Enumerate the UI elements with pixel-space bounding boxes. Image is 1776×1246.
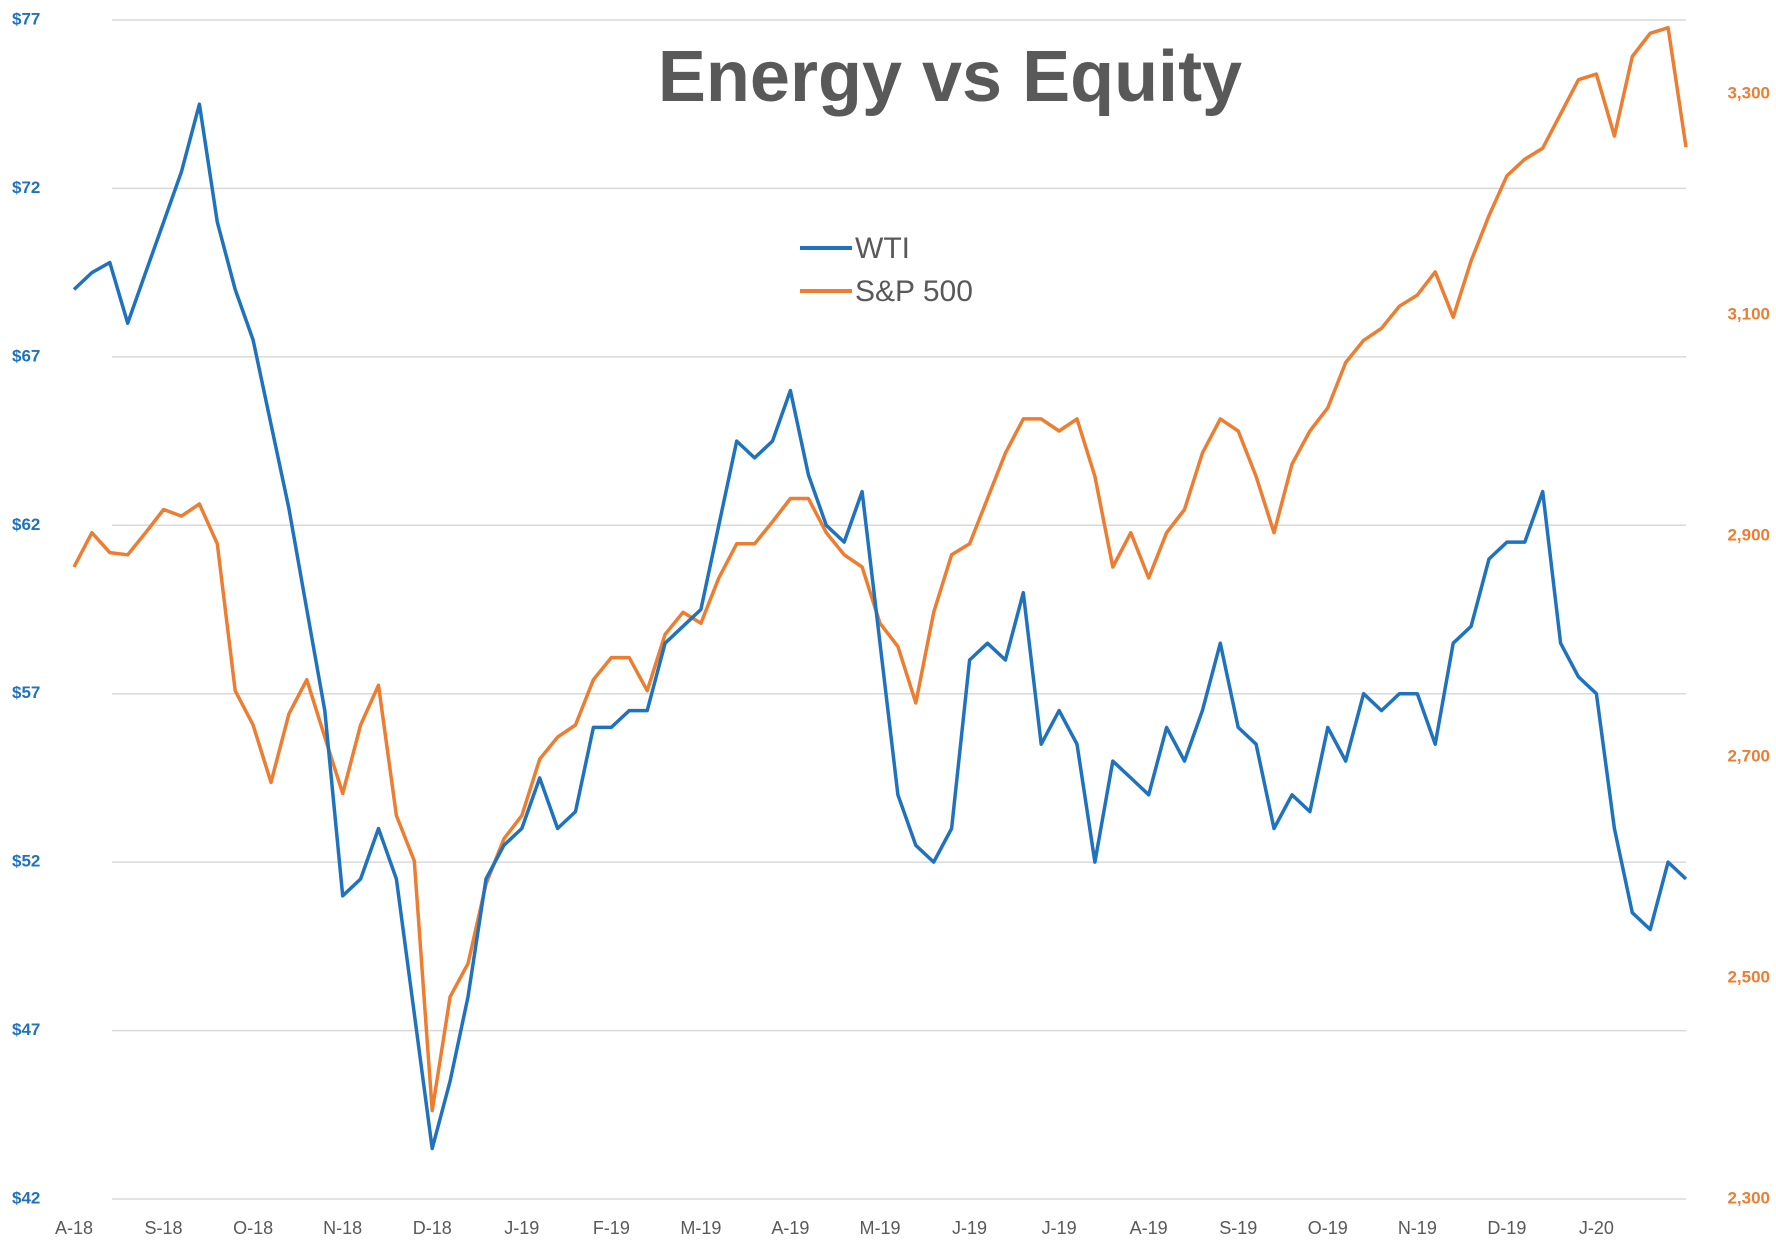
y-tick-label: $42 (12, 1188, 40, 1207)
x-tick-label: O-18 (233, 1218, 273, 1238)
y2-tick-label: 2,300 (1727, 1188, 1770, 1207)
x-tick-label: M-19 (859, 1218, 900, 1238)
x-tick-label: S-18 (145, 1218, 183, 1238)
y-tick-label: $72 (12, 178, 40, 197)
y2-tick-label: 2,700 (1727, 746, 1770, 765)
x-tick-label: A-18 (55, 1218, 93, 1238)
x-tick-label: A-19 (771, 1218, 809, 1238)
x-tick-label: N-18 (323, 1218, 362, 1238)
y-tick-label: $77 (12, 9, 40, 28)
x-tick-label: F-19 (593, 1218, 630, 1238)
x-tick-label: J-19 (1042, 1218, 1077, 1238)
x-tick-label: N-19 (1398, 1218, 1437, 1238)
y-tick-label: $62 (12, 515, 40, 534)
legend-label: WTI (855, 232, 910, 265)
y-tick-label: $47 (12, 1020, 40, 1039)
y2-tick-label: 2,500 (1727, 967, 1770, 986)
y-tick-label: $57 (12, 683, 40, 702)
x-tick-label: M-19 (680, 1218, 721, 1238)
x-tick-label: J-19 (952, 1218, 987, 1238)
legend-label: S&P 500 (855, 275, 973, 308)
y2-tick-label: 2,900 (1727, 526, 1770, 545)
x-tick-label: J-19 (504, 1218, 539, 1238)
x-tick-label: S-19 (1219, 1218, 1257, 1238)
x-tick-label: A-19 (1130, 1218, 1168, 1238)
x-tick-label: O-19 (1308, 1218, 1348, 1238)
x-tick-label: J-20 (1579, 1218, 1614, 1238)
x-tick-label: D-18 (413, 1218, 452, 1238)
y-tick-label: $67 (12, 346, 40, 365)
series-line (72, 25, 1688, 1113)
y-tick-label: $52 (12, 852, 40, 871)
chart-title: Energy vs Equity (658, 37, 1242, 117)
y2-tick-label: 3,100 (1727, 305, 1770, 324)
x-tick-label: D-19 (1487, 1218, 1526, 1238)
y2-tick-label: 3,300 (1727, 84, 1770, 103)
series-line (72, 102, 1688, 1151)
